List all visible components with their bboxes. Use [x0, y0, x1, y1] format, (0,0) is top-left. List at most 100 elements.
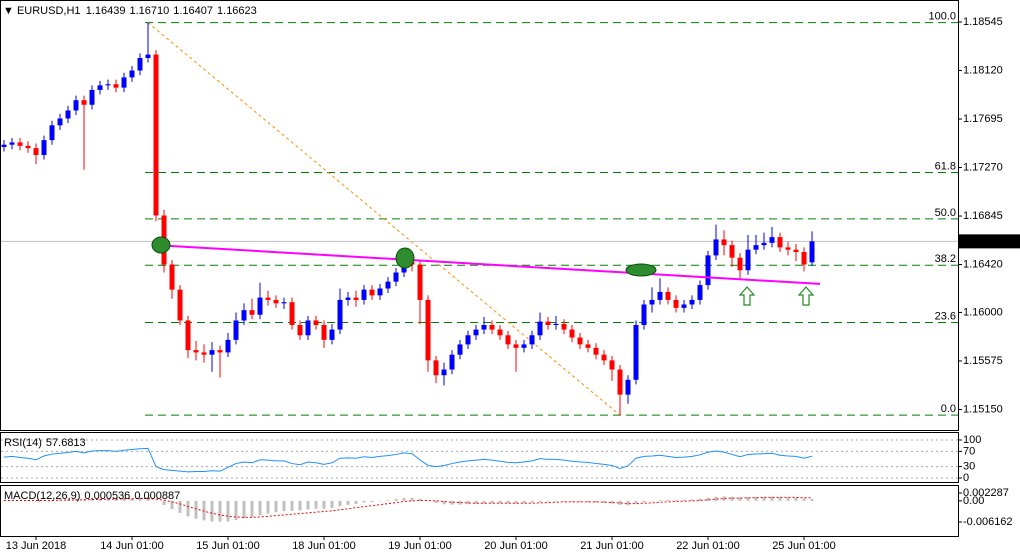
macd-bar: [354, 500, 358, 504]
candle-body: [33, 148, 39, 155]
candle-body: [737, 257, 743, 271]
y-tick-label: 1.18120: [963, 64, 1003, 76]
candle-body: [225, 339, 231, 353]
macd-bar: [730, 496, 734, 501]
candle-body: [745, 249, 751, 271]
x-tick-label: 18 Jun 01:00: [292, 540, 356, 552]
macd-bar: [130, 498, 134, 501]
macd-bar: [186, 500, 190, 517]
candle-body: [713, 239, 719, 256]
candle-body: [529, 335, 535, 345]
candle-body: [369, 289, 375, 296]
low-label: 1.16407: [173, 5, 213, 17]
x-tick-label: 19 Jun 01:00: [388, 540, 452, 552]
candle-body: [481, 325, 487, 330]
macd-bar: [650, 500, 654, 502]
macd-bar: [258, 500, 262, 516]
macd-bar: [530, 500, 534, 503]
candle-body: [641, 304, 647, 326]
x-tick-label: 20 Jun 01:00: [484, 540, 548, 552]
fib-label: 100.0: [928, 11, 956, 23]
macd-bar: [786, 497, 790, 501]
candle-body: [577, 337, 583, 345]
candle-body: [281, 302, 287, 304]
x-tick-label: 21 Jun 01:00: [580, 540, 644, 552]
candle-body: [513, 344, 519, 348]
candle-body: [193, 350, 199, 353]
macd-bar: [506, 500, 510, 504]
macd-bar: [674, 499, 678, 501]
y-tick-label: -0.006162: [963, 516, 1013, 528]
price-box-label: 1.16623: [963, 235, 1003, 247]
macd-bar: [226, 500, 230, 522]
macd-bar: [266, 500, 270, 514]
x-tick-label: 22 Jun 01:00: [676, 540, 740, 552]
candle-body: [97, 85, 103, 90]
macd-bar: [154, 500, 158, 502]
candle-body: [561, 323, 567, 330]
candle-body: [705, 255, 711, 286]
macd-bar: [218, 500, 222, 522]
macd-bar: [666, 499, 670, 501]
y-tick-label: 30: [963, 461, 975, 473]
candle-body: [569, 329, 575, 338]
candle-body: [721, 239, 727, 246]
candle-body: [65, 110, 71, 119]
candle-body: [521, 344, 527, 348]
macd-bar: [706, 497, 710, 501]
candle-body: [113, 84, 119, 88]
macd-bar: [458, 500, 462, 505]
candle-body: [17, 142, 23, 146]
macd-bar: [402, 498, 406, 501]
main-panel-border: [0, 0, 959, 431]
candle-body: [497, 329, 503, 336]
candle-body: [545, 321, 551, 326]
candle-body: [57, 118, 63, 126]
candle-body: [241, 310, 247, 321]
macd-bar: [562, 500, 566, 502]
macd-bar: [386, 500, 390, 501]
candle-body: [449, 354, 455, 370]
y-tick-label: 1.15150: [963, 403, 1003, 415]
candle-body: [433, 360, 439, 376]
macd-bar: [250, 500, 254, 517]
candle-body: [337, 299, 343, 330]
macd-bar: [394, 499, 398, 501]
macd-bar: [770, 496, 774, 501]
candle-body: [465, 335, 471, 345]
candle-body: [441, 369, 447, 376]
macd-header: MACD(12,26,9) 0.000536 0.000887: [4, 490, 180, 502]
macd-bar: [146, 497, 150, 501]
macd-bar: [738, 497, 742, 501]
collapse-icon[interactable]: ▼: [3, 5, 17, 17]
candle-body: [673, 299, 679, 308]
macd-bar: [570, 500, 574, 502]
candle-body: [121, 77, 127, 88]
x-tick-label: 14 Jun 01:00: [100, 540, 164, 552]
candle-body: [585, 344, 591, 348]
macd-bar: [330, 500, 334, 509]
macd-bar: [162, 500, 166, 505]
fib-label: 0.0: [941, 403, 956, 415]
y-tick-label: 1.15575: [963, 355, 1003, 367]
macd-bar: [482, 500, 486, 504]
candle-body: [793, 249, 799, 252]
candle-body: [593, 347, 599, 355]
candle-body: [105, 84, 111, 86]
trend-line: [155, 244, 821, 285]
macd-bar: [634, 500, 638, 504]
macd-bar: [138, 497, 142, 501]
macd-bar: [362, 500, 366, 503]
macd-bar: [794, 497, 798, 501]
candle-body: [361, 289, 367, 300]
candle-body: [785, 247, 791, 250]
y-tick-label: 0: [963, 472, 969, 484]
candle-body: [537, 321, 543, 336]
macd-bar: [378, 500, 382, 502]
macd-bar: [810, 499, 814, 501]
macd-bar: [498, 500, 502, 504]
macd-bar: [594, 500, 598, 503]
candle-body: [201, 352, 207, 355]
macd-bar: [698, 498, 702, 501]
candle-body: [1, 144, 7, 147]
